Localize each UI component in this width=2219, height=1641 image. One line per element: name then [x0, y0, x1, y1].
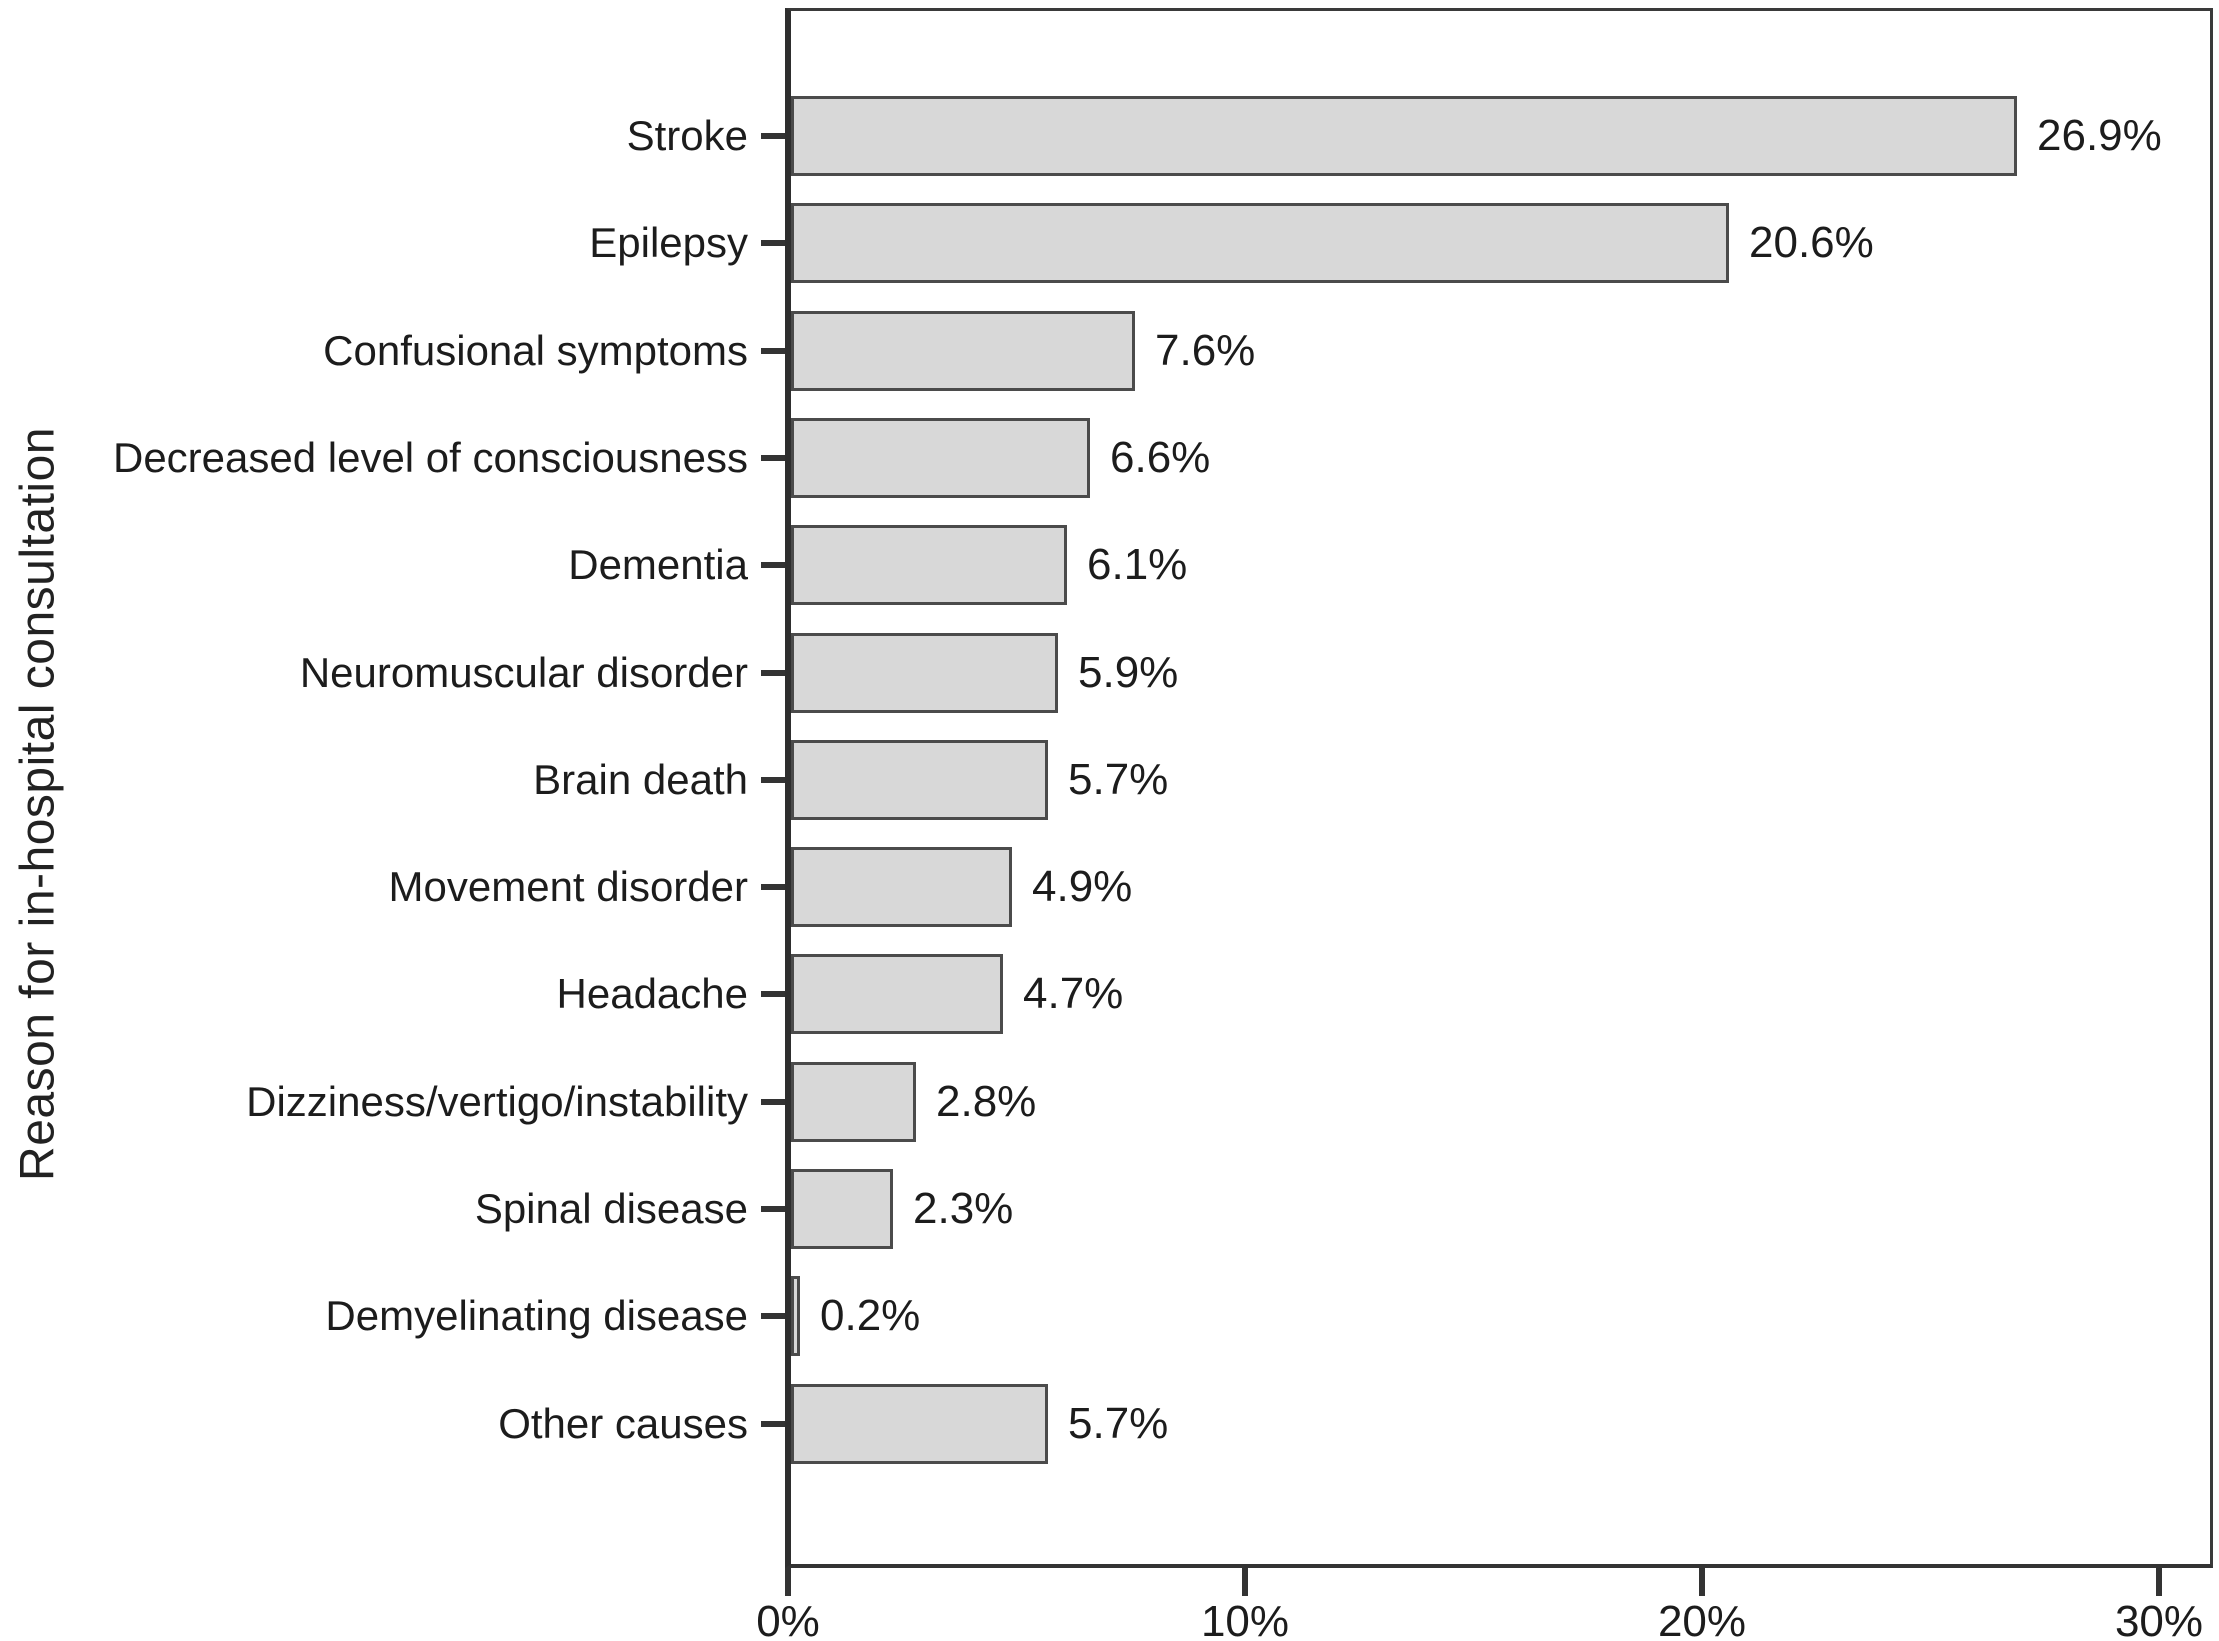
bar	[791, 96, 2017, 176]
bar	[791, 203, 1729, 284]
x-axis-tick-label: 20%	[1657, 1597, 1747, 1641]
y-axis-tick	[761, 884, 785, 891]
y-axis-tick	[761, 1098, 785, 1105]
y-axis-tick	[761, 133, 785, 139]
y-axis-tick	[761, 454, 785, 461]
value-label: 2.3%	[913, 1184, 1014, 1233]
x-axis-tick	[2156, 1568, 2162, 1596]
value-label: 6.6%	[1110, 432, 1211, 482]
category-label: Stroke	[626, 112, 748, 159]
y-axis-tick	[761, 562, 785, 569]
bar	[791, 1276, 800, 1357]
bar	[791, 954, 1003, 1035]
x-axis-tick	[785, 1568, 791, 1596]
value-label: 0.2%	[820, 1291, 921, 1341]
category-label: Neuromuscular disorder	[299, 648, 748, 696]
x-axis-tick	[1699, 1568, 1705, 1596]
value-label: 6.1%	[1087, 540, 1188, 590]
category-label: Dementia	[568, 541, 748, 589]
bar	[791, 739, 1048, 820]
bar	[791, 1383, 1048, 1464]
x-axis-tick	[1242, 1568, 1248, 1596]
bar	[791, 1169, 893, 1249]
value-label: 2.8%	[936, 1076, 1037, 1126]
y-axis-tick	[761, 776, 785, 783]
bar	[791, 847, 1012, 928]
category-label: Other causes	[498, 1399, 748, 1447]
y-axis-tick	[761, 347, 785, 354]
value-label: 5.9%	[1078, 647, 1179, 697]
y-axis-tick	[761, 1420, 785, 1427]
x-axis-tick-label: 30%	[2114, 1597, 2204, 1641]
category-label: Decreased level of consciousness	[112, 433, 748, 481]
bar	[791, 417, 1090, 498]
category-label: Spinal disease	[474, 1185, 748, 1232]
category-label: Epilepsy	[589, 219, 748, 267]
value-label: 4.7%	[1023, 969, 1124, 1019]
y-axis-tick	[761, 991, 785, 998]
x-axis-tick-label: 0%	[756, 1597, 820, 1641]
category-label: Dizziness/vertigo/instability	[246, 1077, 748, 1125]
bar	[791, 525, 1067, 606]
y-axis-tick	[761, 240, 785, 247]
bar	[791, 632, 1058, 713]
category-label: Movement disorder	[388, 863, 748, 911]
category-label: Confusional symptoms	[323, 326, 748, 374]
value-label: 5.7%	[1068, 754, 1169, 804]
x-axis-tick-label: 10%	[1200, 1597, 1290, 1641]
category-label: Headache	[556, 970, 748, 1018]
y-axis-tick	[761, 1313, 785, 1320]
value-label: 5.7%	[1068, 1398, 1169, 1448]
category-label: Demyelinating disease	[325, 1292, 748, 1340]
value-label: 7.6%	[1155, 325, 1256, 375]
y-axis-tick	[761, 1206, 785, 1212]
y-axis-tick	[761, 669, 785, 676]
category-label: Brain death	[533, 755, 748, 803]
bar	[791, 1061, 916, 1142]
value-label: 4.9%	[1032, 862, 1133, 912]
value-label: 20.6%	[1749, 218, 1874, 268]
value-label: 26.9%	[2037, 111, 2162, 160]
bar	[791, 310, 1135, 391]
